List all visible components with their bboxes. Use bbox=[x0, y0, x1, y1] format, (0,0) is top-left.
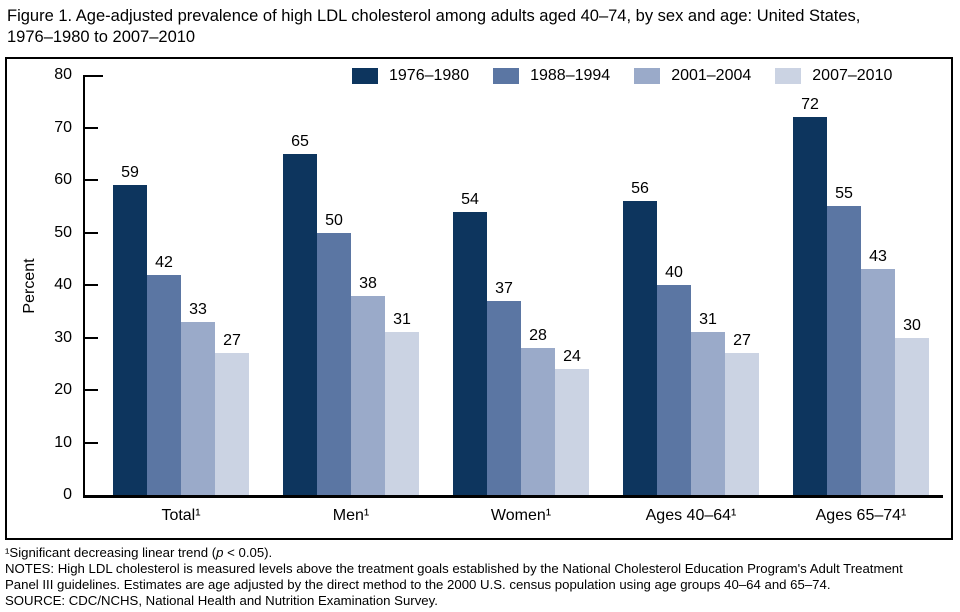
y-tick bbox=[85, 179, 98, 181]
figure-title-line1: Figure 1. Age-adjusted prevalence of hig… bbox=[7, 7, 861, 25]
legend-item: 2007–2010 bbox=[775, 67, 892, 85]
figure-title: Figure 1. Age-adjusted prevalence of hig… bbox=[7, 6, 953, 48]
bar-group: 54 37 28 24 Women¹ bbox=[453, 191, 589, 524]
bar-2001–2004: 33 bbox=[181, 301, 215, 495]
legend-swatch bbox=[775, 68, 802, 84]
bar-2007–2010: 31 bbox=[385, 311, 419, 495]
legend: 1976–1980 1988–1994 2001–2004 2007–2010 bbox=[352, 67, 892, 85]
bar-1976–1980: 59 bbox=[113, 164, 147, 495]
legend-item: 1988–1994 bbox=[493, 67, 610, 85]
bar-value-label: 37 bbox=[495, 279, 513, 297]
bar-2007–2010: 27 bbox=[215, 332, 249, 495]
bar-2007–2010: 27 bbox=[725, 332, 759, 495]
y-tick-label: 10 bbox=[54, 433, 72, 451]
y-tick bbox=[85, 75, 103, 77]
bar-value-label: 27 bbox=[733, 332, 751, 350]
bar-1976–1980: 54 bbox=[453, 191, 487, 495]
footnote-source: SOURCE: CDC/NCHS, National Health and Nu… bbox=[5, 593, 438, 608]
bar-1988–1994: 50 bbox=[317, 212, 351, 495]
bar-value-label: 27 bbox=[223, 332, 241, 350]
bar-value-label: 43 bbox=[869, 248, 887, 266]
bar-1976–1980: 56 bbox=[623, 180, 657, 495]
bar-value-label: 59 bbox=[121, 164, 139, 182]
footnote-pre: ¹Significant decreasing linear trend ( bbox=[5, 545, 217, 560]
legend-swatch bbox=[352, 68, 378, 84]
bar-value-label: 65 bbox=[291, 132, 309, 150]
bar-group: 56 40 31 27 Ages 40–64¹ bbox=[623, 180, 759, 524]
bar-2007–2010: 24 bbox=[555, 348, 589, 495]
y-tick-label: 30 bbox=[54, 328, 72, 346]
bar-1988–1994: 55 bbox=[827, 185, 861, 495]
bar-value-label: 30 bbox=[903, 316, 921, 334]
bar-value-label: 40 bbox=[665, 264, 683, 281]
bar-2001–2004: 31 bbox=[691, 311, 725, 495]
footnote-block: ¹Significant decreasing linear trend (p … bbox=[5, 545, 955, 609]
bar-1988–1994: 40 bbox=[657, 264, 691, 495]
legend-swatch bbox=[493, 68, 520, 84]
category-label: Total¹ bbox=[161, 507, 201, 524]
y-tick bbox=[85, 231, 98, 234]
y-tick-label: 70 bbox=[54, 118, 72, 136]
bar-1976–1980: 72 bbox=[793, 96, 827, 495]
y-tick bbox=[85, 284, 98, 286]
y-tick-label: 40 bbox=[54, 276, 72, 293]
category-label: Men¹ bbox=[332, 507, 370, 524]
bar-value-label: 56 bbox=[631, 180, 649, 197]
y-tick bbox=[85, 336, 98, 339]
bar-groups: 59 42 33 27 Total¹ 65 50 38 31 Men¹ 54 37 28 24 Women¹… bbox=[85, 96, 929, 524]
legend-label: 2001–2004 bbox=[671, 67, 752, 84]
footnote-p-italic: p bbox=[216, 545, 224, 560]
bar-2001–2004: 43 bbox=[861, 248, 895, 495]
y-tick-label: 80 bbox=[54, 66, 72, 83]
bar-1976–1980: 65 bbox=[283, 133, 317, 495]
y-tick bbox=[85, 441, 98, 444]
legend-swatch bbox=[634, 68, 661, 84]
bar-1988–1994: 37 bbox=[487, 280, 521, 495]
category-label: Ages 65–74¹ bbox=[815, 507, 907, 524]
bar-group: 59 42 33 27 Total¹ bbox=[113, 164, 249, 524]
plot-area: 59 42 33 27 Total¹ 65 50 38 31 Men¹ 54 37 28 24 Women¹… bbox=[54, 66, 943, 524]
bar-value-label: 28 bbox=[529, 327, 547, 344]
legend-item: 2001–2004 bbox=[634, 67, 751, 85]
legend-label: 2007–2010 bbox=[812, 67, 893, 84]
bar-value-label: 55 bbox=[835, 185, 853, 203]
y-tick-label: 60 bbox=[54, 171, 72, 188]
y-tick-label: 20 bbox=[54, 381, 72, 398]
legend-label: 1988–1994 bbox=[530, 67, 611, 84]
footnote-significance: ¹Significant decreasing linear trend (p … bbox=[5, 545, 955, 561]
figure-title-line2: 1976–1980 to 2007–2010 bbox=[7, 28, 196, 46]
bar-group: 72 55 43 30 Ages 65–74¹ bbox=[793, 96, 929, 524]
bar-2001–2004: 38 bbox=[351, 275, 385, 495]
chart-frame: 1976–1980 1988–1994 2001–2004 2007–2010 Per… bbox=[5, 57, 953, 540]
category-label: Ages 40–64¹ bbox=[645, 507, 737, 524]
category-label: Women¹ bbox=[490, 507, 552, 524]
bar-value-label: 38 bbox=[359, 274, 377, 292]
y-tick bbox=[85, 389, 98, 391]
footnote-notes-line1: NOTES: High LDL cholesterol is measured … bbox=[5, 561, 903, 576]
legend-item: 1976–1980 bbox=[352, 67, 469, 85]
bar-value-label: 54 bbox=[461, 190, 479, 208]
bar-2001–2004: 28 bbox=[521, 327, 555, 495]
bar-1988–1994: 42 bbox=[147, 254, 181, 495]
legend-label: 1976–1980 bbox=[389, 67, 470, 84]
bar-value-label: 31 bbox=[699, 311, 717, 329]
bar-value-label: 42 bbox=[155, 253, 173, 271]
y-tick bbox=[85, 126, 98, 129]
bar-value-label: 50 bbox=[325, 211, 343, 229]
y-tick-label: 50 bbox=[54, 223, 72, 241]
y-tick-label: 0 bbox=[63, 486, 72, 503]
bar-value-label: 31 bbox=[393, 311, 411, 329]
bar-value-label: 33 bbox=[189, 300, 207, 318]
bar-group: 65 50 38 31 Men¹ bbox=[283, 133, 419, 524]
footnote-post: < 0.05). bbox=[223, 545, 273, 560]
footnote-notes-line2: Panel III guidelines. Estimates are age … bbox=[5, 577, 831, 592]
bar-2007–2010: 30 bbox=[895, 317, 929, 495]
bar-value-label: 72 bbox=[801, 96, 819, 113]
bar-value-label: 24 bbox=[563, 348, 581, 365]
